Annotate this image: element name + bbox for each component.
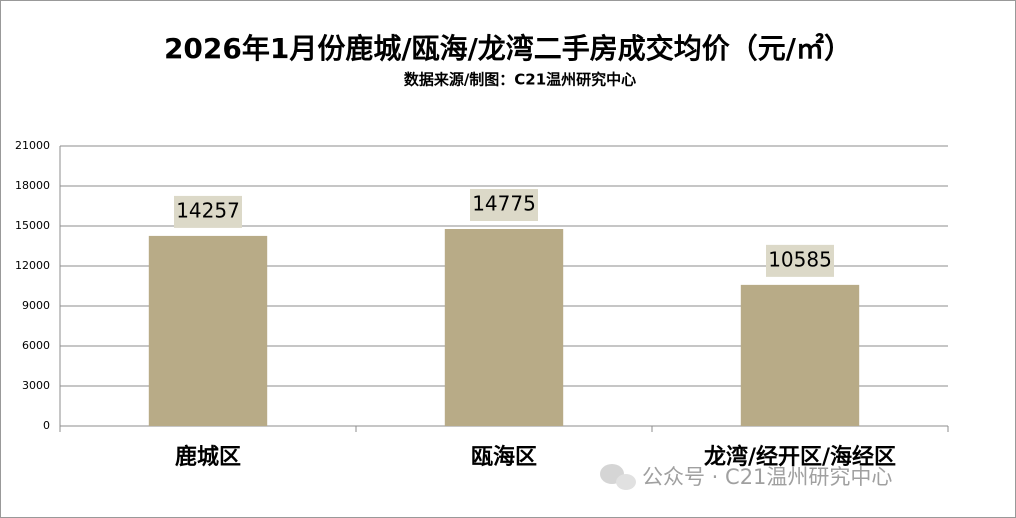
y-tick-label: 6000 — [22, 339, 50, 352]
data-label: 14257 — [176, 198, 240, 222]
watermark: 公众号 · C21温州研究中心 — [642, 465, 892, 489]
data-label-box — [174, 195, 242, 228]
y-tick-label: 9000 — [22, 299, 50, 312]
data-label: 10585 — [768, 247, 832, 271]
chart-title: 2026年1月份鹿城/瓯海/龙湾二手房成交均价（元/㎡） — [164, 32, 852, 65]
y-tick-label: 3000 — [22, 379, 50, 392]
bar — [444, 229, 564, 426]
wechat-icon — [600, 464, 636, 490]
x-tick-label: 瓯海区 — [471, 444, 537, 470]
y-tick-label: 21000 — [15, 139, 50, 152]
y-tick-label: 15000 — [15, 219, 50, 232]
bar — [148, 235, 268, 426]
chart-subtitle: 数据来源/制图：C21温州研究中心 — [404, 71, 636, 89]
data-label-box — [470, 189, 538, 221]
x-tick-label: 鹿城区 — [175, 444, 241, 470]
y-tick-label: 18000 — [15, 179, 50, 192]
y-tick-label: 12000 — [15, 259, 50, 272]
data-label: 14775 — [472, 192, 536, 216]
bar — [740, 284, 860, 426]
y-tick-label: 0 — [43, 419, 50, 432]
x-tick-label: 龙湾/经开区/海经区 — [704, 444, 896, 470]
data-label-box — [766, 244, 834, 277]
